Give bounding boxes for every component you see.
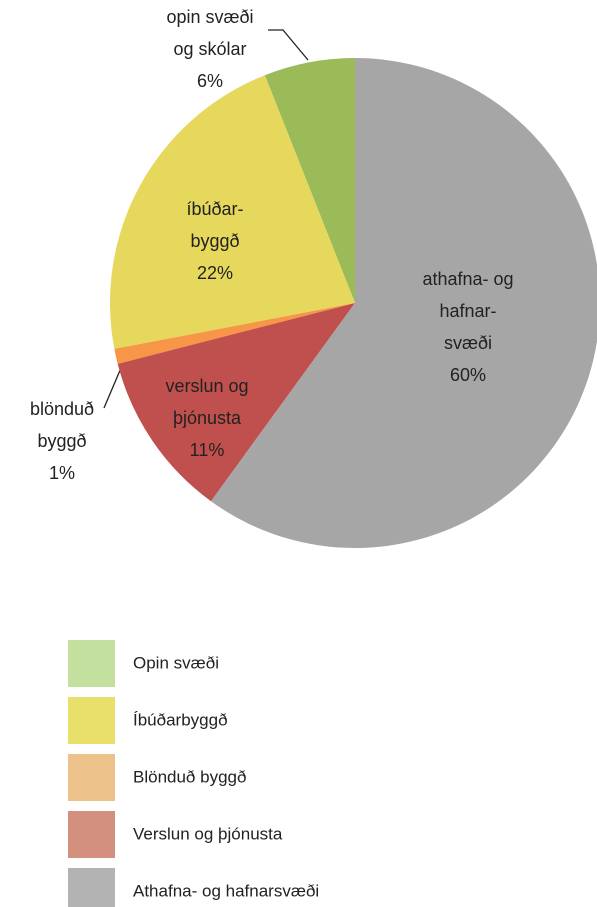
slice-label: athafna- og — [422, 269, 513, 289]
slice-label: opin svæði — [166, 7, 253, 27]
legend-swatch — [68, 697, 115, 744]
pie-slice — [264, 58, 355, 303]
legend-label: Verslun og þjónusta — [133, 824, 283, 843]
leader-line — [103, 367, 122, 409]
slice-label: hafnar- — [439, 301, 496, 321]
slice-label: byggð — [37, 431, 86, 451]
leader-line — [268, 29, 309, 61]
legend-label: Íbúðarbyggð — [133, 710, 228, 729]
slice-label: íbúðar- — [186, 199, 243, 219]
legend-label: Opin svæði — [133, 653, 219, 672]
legend-label: Athafna- og hafnarsvæði — [133, 881, 319, 900]
pie-slice — [210, 58, 597, 548]
pie-slice — [114, 303, 355, 364]
slice-label: verslun og — [165, 376, 248, 396]
legend-swatch — [68, 811, 115, 858]
pie-slice — [109, 75, 355, 349]
slice-label: og skólar — [173, 39, 246, 59]
slice-label: svæði — [444, 333, 492, 353]
slice-label: byggð — [190, 231, 239, 251]
legend-swatch — [68, 868, 115, 907]
data-label: 22% — [197, 263, 233, 283]
pie-slice — [117, 303, 355, 502]
slice-label: blönduð — [30, 399, 94, 419]
legend-swatch — [68, 754, 115, 801]
legend-label: Blönduð byggð — [133, 767, 246, 786]
slice-label: þjónusta — [173, 408, 242, 428]
data-label: 6% — [197, 71, 223, 91]
data-label: 60% — [450, 365, 486, 385]
data-label: 11% — [190, 440, 225, 460]
legend-swatch — [68, 640, 115, 687]
data-label: 1% — [49, 463, 75, 483]
